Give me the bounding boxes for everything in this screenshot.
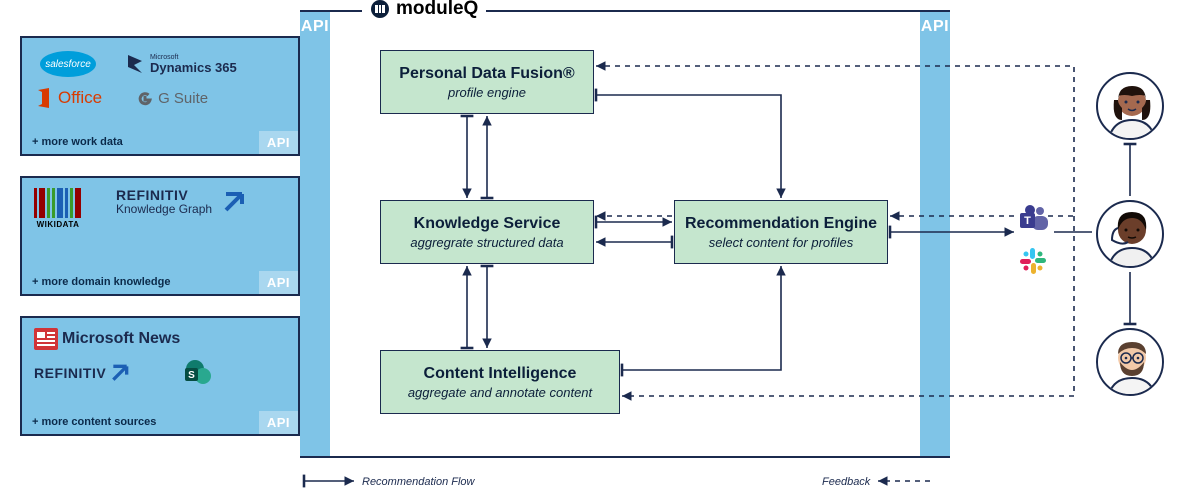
legend-flow: Recommendation Flow (362, 476, 475, 488)
refinitiv-kg-logo: REFINITIV Knowledge Graph (116, 188, 246, 215)
legend-feedback: Feedback (822, 476, 870, 488)
svg-text:T: T (1024, 215, 1031, 227)
input-box-domain-knowledge: WIKIDATA REFINITIV Knowledge Graph + mor… (20, 176, 300, 296)
work-data-footer: + more work data (32, 136, 123, 148)
dynamics-logo: Microsoft Dynamics 365 (126, 53, 237, 75)
api-bar-left: API (300, 12, 330, 456)
box-recommendation-engine: Recommendation Engine select content for… (674, 200, 888, 264)
api-bar-right: API (920, 12, 950, 456)
avatar-1 (1096, 72, 1164, 140)
brand-moduleq: moduleQ (362, 0, 486, 20)
svg-text:S: S (188, 370, 195, 381)
msnews-logo: Microsoft News (34, 328, 180, 350)
content-sources-footer: + more content sources (32, 416, 156, 428)
domain-knowledge-footer: + more domain knowledge (32, 276, 170, 288)
input-box-content-sources: Microsoft News REFINITIV S + more conten… (20, 316, 300, 436)
avatar-2 (1096, 200, 1164, 268)
salesforce-logo: salesforce (34, 48, 104, 80)
box-content-intelligence: Content Intelligence aggregate and annot… (380, 350, 620, 414)
refinitiv-logo: REFINITIV (34, 363, 130, 383)
box-personal-data-fusion: Personal Data Fusion® profile engine (380, 50, 594, 114)
office-logo: Office (34, 88, 102, 108)
svg-text:salesforce: salesforce (45, 59, 91, 70)
diagram-canvas: salesforce Microsoft Dynamics 365 Office (0, 0, 1201, 501)
api-tag: API (259, 271, 298, 294)
gsuite-logo: G Suite (136, 89, 208, 107)
api-tag: API (259, 411, 298, 434)
slack-icon (1018, 246, 1048, 281)
brand-label: moduleQ (396, 0, 478, 20)
input-box-work-data: salesforce Microsoft Dynamics 365 Office (20, 36, 300, 156)
sharepoint-icon: S (182, 358, 212, 388)
teams-icon: T (1018, 204, 1050, 239)
box-knowledge-service: Knowledge Service aggregrate structured … (380, 200, 594, 264)
avatar-3 (1096, 328, 1164, 396)
api-tag: API (259, 131, 298, 154)
wikidata-logo: WIKIDATA (34, 188, 82, 229)
moduleq-icon (370, 0, 390, 19)
